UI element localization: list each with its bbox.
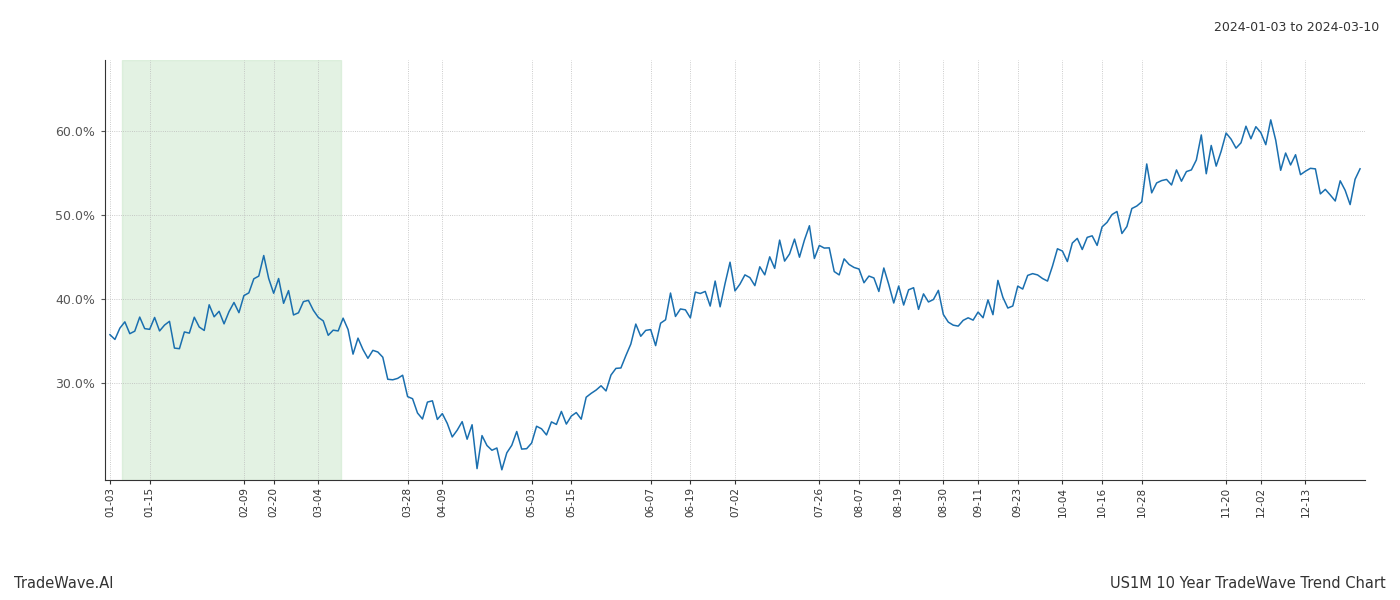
Text: 2024-01-03 to 2024-03-10: 2024-01-03 to 2024-03-10 — [1214, 21, 1379, 34]
Bar — [122, 60, 340, 480]
Text: TradeWave.AI: TradeWave.AI — [14, 576, 113, 591]
Text: US1M 10 Year TradeWave Trend Chart: US1M 10 Year TradeWave Trend Chart — [1110, 576, 1386, 591]
